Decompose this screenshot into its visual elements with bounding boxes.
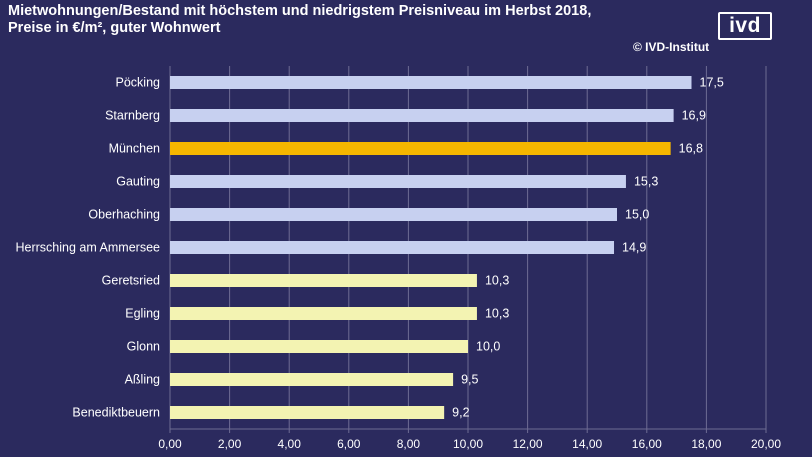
bar (170, 208, 617, 221)
category-label: Oberhaching (88, 208, 160, 222)
category-label: Gauting (116, 175, 160, 189)
category-label: München (109, 142, 160, 156)
ivd-logo: ivd (718, 12, 772, 40)
bar (170, 241, 615, 254)
x-tick-label: 6,00 (337, 437, 361, 451)
data-label: 10,3 (485, 274, 509, 288)
category-label: Starnberg (105, 109, 160, 123)
data-label: 16,9 (682, 109, 706, 123)
x-tick-label: 14,00 (572, 437, 602, 451)
bar (170, 340, 468, 353)
category-label: Herrsching am Ammersee (16, 241, 161, 255)
data-label: 15,3 (634, 175, 658, 189)
x-tick-label: 16,00 (632, 437, 662, 451)
x-tick-label: 18,00 (691, 437, 721, 451)
data-label: 9,2 (452, 406, 469, 420)
copyright-note: © IVD-Institut (633, 40, 710, 54)
x-tick-label: 2,00 (218, 437, 242, 451)
data-label: 10,0 (476, 340, 500, 354)
x-tick-label: 12,00 (513, 437, 543, 451)
category-label: Geretsried (102, 274, 160, 288)
data-label: 10,3 (485, 307, 509, 321)
data-label: 9,5 (461, 373, 478, 387)
chart-title: Mietwohnungen/Bestand mit höchstem und n… (8, 3, 591, 37)
category-label: Benediktbeuern (72, 406, 160, 420)
bar (170, 76, 692, 89)
bar (170, 406, 445, 419)
bar (170, 142, 671, 155)
x-tick-label: 20,00 (751, 437, 781, 451)
x-tick-label: 4,00 (278, 437, 302, 451)
bar (170, 307, 477, 320)
data-label: 17,5 (700, 76, 724, 90)
bar (170, 109, 674, 122)
x-tick-label: 0,00 (158, 437, 182, 451)
category-label: Glonn (127, 340, 160, 354)
bar (170, 274, 477, 287)
data-label: 14,9 (622, 241, 646, 255)
title-line-2: Preise in €/m², guter Wohnwert (8, 20, 221, 36)
x-tick-label: 10,00 (453, 437, 483, 451)
bar (170, 175, 626, 188)
category-label: Egling (125, 307, 160, 321)
data-label: 16,8 (679, 142, 703, 156)
data-label: 15,0 (625, 208, 649, 222)
x-tick-label: 8,00 (397, 437, 421, 451)
category-label: Aßling (125, 373, 160, 387)
bar (170, 373, 454, 386)
title-line-1: Mietwohnungen/Bestand mit höchstem und n… (8, 3, 592, 19)
category-label: Pöcking (116, 76, 161, 90)
